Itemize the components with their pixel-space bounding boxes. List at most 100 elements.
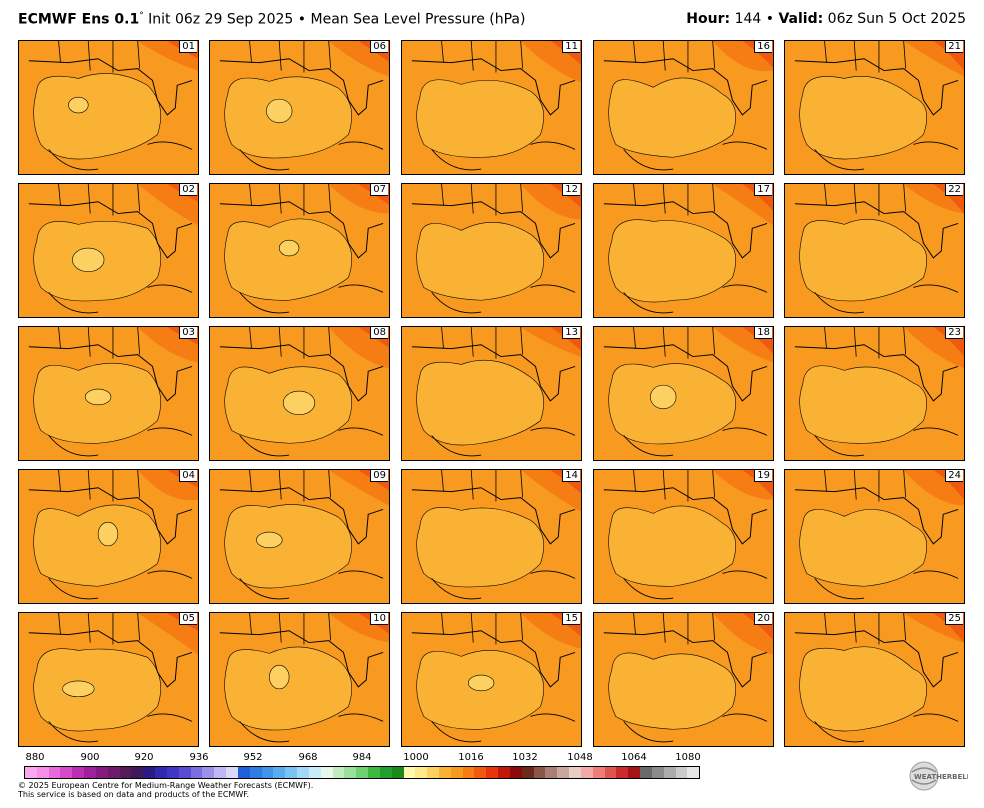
init-time: Init 06z 29 Sep 2025 bbox=[148, 11, 294, 28]
colorbar-swatch bbox=[569, 767, 581, 778]
colorbar-swatch bbox=[498, 767, 510, 778]
colorbar-swatch bbox=[403, 767, 416, 778]
member-number: 18 bbox=[754, 327, 772, 339]
member-panel: 14 bbox=[401, 469, 582, 604]
colorbar-tick-label: 1048 bbox=[567, 752, 593, 763]
colorbar bbox=[24, 766, 700, 779]
member-number: 09 bbox=[370, 470, 388, 482]
colorbar-swatch bbox=[628, 767, 641, 778]
colorbar-tick-label: 1032 bbox=[512, 752, 538, 763]
colorbar-swatch bbox=[95, 767, 108, 778]
member-number: 07 bbox=[370, 184, 388, 196]
title-bar: ECMWF Ens 0.1° Init 06z 29 Sep 2025 • Me… bbox=[18, 11, 966, 33]
colorbar-swatch bbox=[285, 767, 298, 778]
colorbar-swatch bbox=[273, 767, 286, 778]
member-number: 11 bbox=[562, 41, 580, 53]
colorbar-swatch bbox=[72, 767, 85, 778]
colorbar-tick-label: 936 bbox=[189, 752, 209, 763]
member-number: 01 bbox=[179, 41, 197, 53]
field-name: Mean Sea Level Pressure (hPa) bbox=[310, 11, 526, 28]
colorbar-swatch bbox=[687, 767, 700, 778]
member-number: 22 bbox=[945, 184, 963, 196]
member-panel: 15 bbox=[401, 612, 582, 747]
member-panel: 17 bbox=[593, 183, 774, 318]
colorbar-swatch bbox=[415, 767, 428, 778]
colorbar-ticks: 880 900 920 936 952 968 984 1000 1016 1032 1048 106… bbox=[0, 752, 984, 766]
colorbar-tick-label: 952 bbox=[243, 752, 263, 763]
colorbar-swatch bbox=[663, 767, 676, 778]
member-panel: 23 bbox=[784, 326, 965, 461]
colorbar-tick-label: 900 bbox=[80, 752, 100, 763]
member-panel: 18 bbox=[593, 326, 774, 461]
member-number: 15 bbox=[562, 613, 580, 625]
member-number: 06 bbox=[370, 41, 388, 53]
colorbar-swatch bbox=[297, 767, 309, 778]
colorbar-tick-label: 1000 bbox=[403, 752, 429, 763]
colorbar-swatch bbox=[545, 767, 558, 778]
copyright-line-2: This service is based on data and produc… bbox=[18, 790, 250, 799]
title-left: ECMWF Ens 0.1° Init 06z 29 Sep 2025 • Me… bbox=[18, 11, 525, 28]
member-panel: 04 bbox=[18, 469, 199, 604]
member-number: 08 bbox=[370, 327, 388, 339]
member-panel: 03 bbox=[18, 326, 199, 461]
weatherbell-logo-icon: WEATHERBELL bbox=[906, 760, 972, 792]
colorbar-swatch bbox=[166, 767, 179, 778]
colorbar-swatch bbox=[592, 767, 605, 778]
hour-value: 144 bbox=[734, 11, 762, 27]
colorbar-swatch bbox=[533, 767, 546, 778]
header-bullet-2: • bbox=[765, 11, 775, 27]
colorbar-swatch bbox=[36, 767, 49, 778]
member-number: 04 bbox=[179, 470, 197, 482]
member-number: 24 bbox=[945, 470, 963, 482]
member-number: 10 bbox=[370, 613, 388, 625]
colorbar-tick-label: 984 bbox=[352, 752, 372, 763]
colorbar-swatch bbox=[356, 767, 369, 778]
colorbar-swatch bbox=[557, 767, 570, 778]
member-panel: 06 bbox=[209, 40, 390, 175]
member-number: 13 bbox=[562, 327, 580, 339]
member-panel: 12 bbox=[401, 183, 582, 318]
member-panel: 09 bbox=[209, 469, 390, 604]
colorbar-swatch bbox=[604, 767, 617, 778]
colorbar-swatch bbox=[84, 767, 96, 778]
colorbar-swatch bbox=[427, 767, 439, 778]
colorbar-swatch bbox=[474, 767, 487, 778]
title-right: Hour: 144 • Valid: 06z Sun 5 Oct 2025 bbox=[686, 11, 966, 27]
colorbar-swatch bbox=[237, 767, 250, 778]
colorbar-swatch bbox=[368, 767, 380, 778]
member-number: 02 bbox=[179, 184, 197, 196]
colorbar-swatch bbox=[202, 767, 215, 778]
member-panel: 05 bbox=[18, 612, 199, 747]
copyright-footer: © 2025 European Centre for Medium-Range … bbox=[18, 781, 313, 799]
member-panel: 11 bbox=[401, 40, 582, 175]
colorbar-swatch bbox=[391, 767, 404, 778]
colorbar-swatch bbox=[332, 767, 345, 778]
colorbar-swatch bbox=[320, 767, 333, 778]
colorbar-swatch bbox=[155, 767, 167, 778]
colorbar-swatch bbox=[521, 767, 534, 778]
member-number: 03 bbox=[179, 327, 197, 339]
colorbar-swatch bbox=[190, 767, 203, 778]
colorbar-swatch bbox=[107, 767, 120, 778]
colorbar-swatch bbox=[261, 767, 274, 778]
colorbar-swatch bbox=[379, 767, 392, 778]
member-number: 21 bbox=[945, 41, 963, 53]
member-panel: 22 bbox=[784, 183, 965, 318]
member-panel: 10 bbox=[209, 612, 390, 747]
member-panel: 02 bbox=[18, 183, 199, 318]
member-number: 12 bbox=[562, 184, 580, 196]
member-number: 05 bbox=[179, 613, 197, 625]
colorbar-swatch bbox=[580, 767, 593, 778]
colorbar-tick-label: 968 bbox=[298, 752, 318, 763]
model-name: ECMWF Ens 0.1 bbox=[18, 11, 140, 28]
colorbar-swatch bbox=[178, 767, 191, 778]
hour-label: Hour: bbox=[686, 11, 731, 27]
colorbar-swatch bbox=[640, 767, 652, 778]
valid-value: 06z Sun 5 Oct 2025 bbox=[827, 11, 966, 27]
colorbar-tick-label: 1064 bbox=[621, 752, 647, 763]
member-panel: 19 bbox=[593, 469, 774, 604]
colorbar-swatch bbox=[226, 767, 238, 778]
colorbar-swatch bbox=[119, 767, 132, 778]
colorbar-swatch bbox=[675, 767, 688, 778]
colorbar-swatch bbox=[651, 767, 664, 778]
